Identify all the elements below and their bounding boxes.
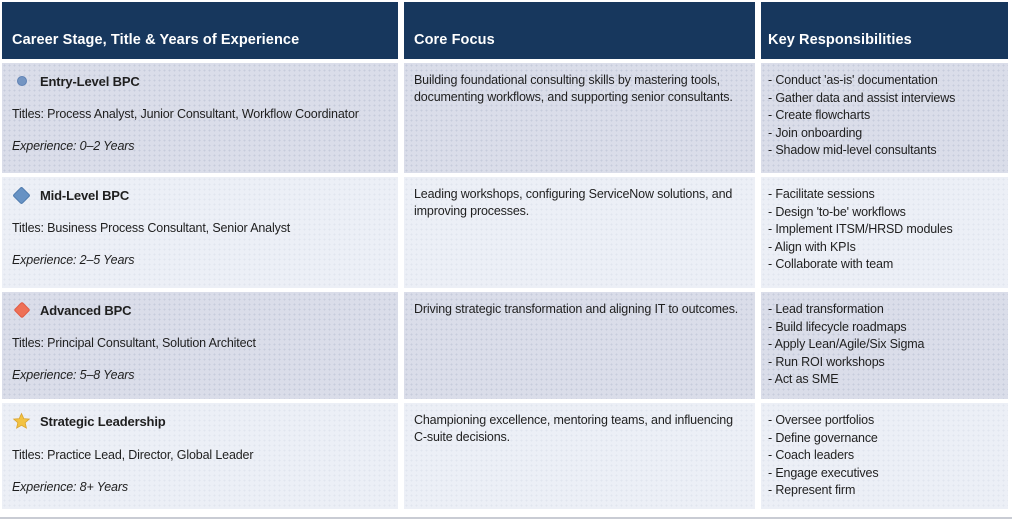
responsibility-item: - Gather data and assist interviews: [768, 90, 956, 105]
stage-cell-advanced: Advanced BPC Titles: Principal Consultan…: [2, 292, 398, 399]
blue-dot-icon: [16, 76, 27, 86]
responsibilities-cell-mid-level: - Facilitate sessions - Design 'to-be' w…: [761, 177, 1008, 288]
responsibilities-cell-entry-level: - Conduct 'as-is' documentation - Gather…: [761, 63, 1008, 173]
core-focus-cell-advanced: Driving strategic transformation and ali…: [404, 292, 755, 399]
titles-line: Titles: Business Process Consultant, Sen…: [12, 221, 291, 235]
responsibilities-cell-advanced: - Lead transformation - Build lifecycle …: [761, 292, 1008, 399]
bottom-border: [0, 517, 1012, 519]
core-focus-cell-strategic-leadership: Championing excellence, mentoring teams,…: [404, 403, 755, 509]
stage-title: Advanced BPC: [40, 302, 132, 318]
core-focus-text: Building foundational consulting skills …: [414, 73, 733, 104]
responsibility-item: - Engage executives: [768, 465, 879, 480]
orange-diamond-icon: [13, 301, 30, 319]
responsibility-item: - Apply Lean/Agile/Six Sigma: [768, 337, 925, 351]
core-focus-cell-entry-level: Building foundational consulting skills …: [404, 63, 755, 173]
responsibility-item: - Align with KPIs: [768, 239, 856, 254]
responsibility-item: - Implement ITSM/HRSD modules: [768, 222, 953, 236]
stage-heading: Advanced BPC: [12, 301, 384, 319]
responsibility-item: - Build lifecycle roadmaps: [768, 319, 907, 334]
titles-line: Titles: Practice Lead, Director, Global …: [12, 448, 254, 462]
responsibility-item: - Collaborate with team: [768, 257, 894, 271]
blue-diamond-icon: [12, 185, 31, 205]
responsibility-item: - Oversee portfolios: [768, 413, 875, 427]
stage-cell-mid-level: Mid-Level BPC Titles: Business Process C…: [2, 177, 398, 288]
responsibility-item: - Facilitate sessions: [768, 187, 875, 201]
titles-line: Titles: Process Analyst, Junior Consulta…: [12, 107, 359, 121]
career-stage-table: Career Stage, Title & Years of Experienc…: [2, 2, 1008, 509]
header-label-career-stage: Career Stage, Title & Years of Experienc…: [12, 32, 300, 48]
header-label-key-responsibilities: Key Responsibilities: [768, 32, 912, 48]
responsibility-item: - Act as SME: [768, 372, 839, 386]
responsibility-item: - Lead transformation: [768, 302, 884, 316]
stage-heading: Strategic Leadership: [12, 412, 384, 431]
stage-title: Mid-Level BPC: [40, 187, 130, 203]
header-cell-career-stage: Career Stage, Title & Years of Experienc…: [2, 2, 398, 59]
experience-line: Experience: 0–2 Years: [12, 139, 135, 153]
responsibility-item: - Design 'to-be' workflows: [768, 204, 906, 219]
gold-star-icon: [12, 412, 31, 429]
experience-line: Experience: 5–8 Years: [12, 368, 135, 382]
stage-heading: Mid-Level BPC: [12, 185, 384, 205]
core-focus-text: Leading workshops, configuring ServiceNo…: [414, 187, 733, 218]
responsibility-item: - Conduct 'as-is' documentation: [768, 73, 938, 87]
stage-title: Strategic Leadership: [40, 414, 166, 429]
stage-title: Entry-Level BPC: [40, 73, 140, 89]
responsibility-item: - Shadow mid-level consultants: [768, 143, 937, 157]
responsibility-item: - Define governance: [768, 430, 878, 445]
header-cell-key-responsibilities: Key Responsibilities: [761, 2, 1008, 59]
core-focus-cell-mid-level: Leading workshops, configuring ServiceNo…: [404, 177, 755, 288]
responsibility-item: - Run ROI workshops: [768, 354, 885, 369]
stage-heading: Entry-Level BPC: [12, 72, 384, 90]
core-focus-text: Driving strategic transformation and ali…: [414, 302, 739, 316]
responsibilities-cell-strategic-leadership: - Oversee portfolios - Define governance…: [761, 403, 1008, 509]
experience-line: Experience: 8+ Years: [12, 480, 128, 494]
experience-line: Experience: 2–5 Years: [12, 253, 135, 267]
responsibility-item: - Coach leaders: [768, 448, 854, 462]
stage-cell-strategic-leadership: Strategic Leadership Titles: Practice Le…: [2, 403, 398, 509]
core-focus-text: Championing excellence, mentoring teams,…: [414, 413, 733, 444]
responsibility-item: - Create flowcharts: [768, 108, 871, 122]
titles-line: Titles: Principal Consultant, Solution A…: [12, 336, 256, 350]
header-cell-core-focus: Core Focus: [404, 2, 755, 59]
responsibility-item: - Represent firm: [768, 483, 856, 497]
stage-cell-entry-level: Entry-Level BPC Titles: Process Analyst,…: [2, 63, 398, 173]
header-label-core-focus: Core Focus: [414, 32, 495, 48]
responsibility-item: - Join onboarding: [768, 125, 863, 140]
